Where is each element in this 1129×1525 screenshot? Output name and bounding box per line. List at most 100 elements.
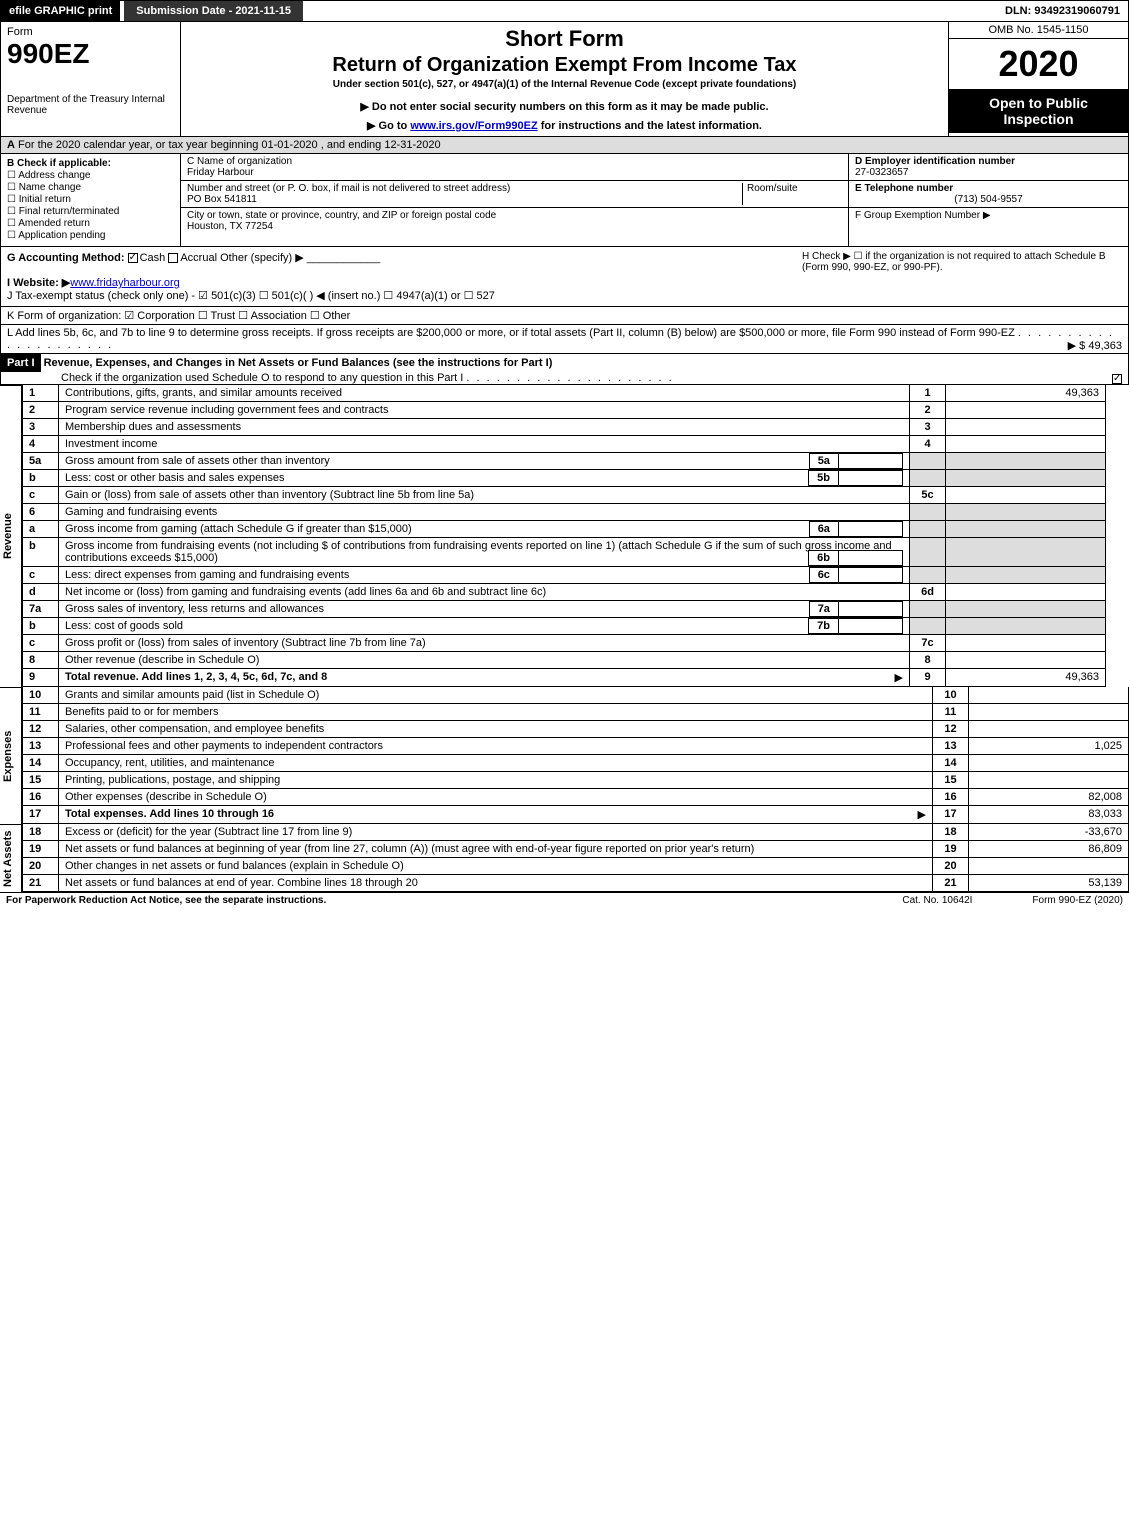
line-ref: 10 <box>933 687 969 704</box>
line-ref: 18 <box>933 824 969 841</box>
org-address: PO Box 541811 <box>187 194 257 205</box>
line-number: 4 <box>23 436 59 453</box>
table-row: 19Net assets or fund balances at beginni… <box>23 841 1129 858</box>
line-number: 15 <box>23 772 59 789</box>
main-title: Return of Organization Exempt From Incom… <box>189 54 940 77</box>
line-ref: 12 <box>933 721 969 738</box>
goto-link[interactable]: www.irs.gov/Form990EZ <box>410 120 537 132</box>
chk-amended-return[interactable]: ☐ Amended return <box>7 218 174 229</box>
line-ref-shade <box>910 567 946 584</box>
table-row: 5aGross amount from sale of assets other… <box>23 453 1106 470</box>
chk-application-pending[interactable]: ☐ Application pending <box>7 230 174 241</box>
expenses-section: Expenses 10Grants and similar amounts pa… <box>0 687 1129 824</box>
expenses-table: 10Grants and similar amounts paid (list … <box>22 687 1129 824</box>
part1-label: Part I <box>1 354 41 372</box>
line-desc: Less: direct expenses from gaming and fu… <box>59 567 910 584</box>
header-right: OMB No. 1545-1150 2020 Open to Public In… <box>948 22 1128 136</box>
part1-title: Revenue, Expenses, and Changes in Net As… <box>44 357 553 369</box>
table-row: bLess: cost or other basis and sales exp… <box>23 470 1106 487</box>
line-ref: 5c <box>910 487 946 504</box>
line-ref: 6d <box>910 584 946 601</box>
line-number: 11 <box>23 704 59 721</box>
line-desc: Other changes in net assets or fund bala… <box>59 858 933 875</box>
table-row: 8Other revenue (describe in Schedule O)8 <box>23 652 1106 669</box>
line-amount: 82,008 <box>969 789 1129 806</box>
goto-prefix: ▶ Go to <box>367 120 410 132</box>
section-b: B Check if applicable: ☐ Address change … <box>1 154 181 246</box>
line-ref: 8 <box>910 652 946 669</box>
line-desc: Total expenses. Add lines 10 through 16▶ <box>59 806 933 824</box>
chk-final-return[interactable]: ☐ Final return/terminated <box>7 206 174 217</box>
line-number: 5a <box>23 453 59 470</box>
table-row: 15Printing, publications, postage, and s… <box>23 772 1129 789</box>
line-desc: Gross income from fundraising events (no… <box>59 538 910 567</box>
line-desc: Less: cost of goods sold7b <box>59 618 910 635</box>
table-row: 4Investment income4 <box>23 436 1106 453</box>
line-number: 12 <box>23 721 59 738</box>
line-ref: 17 <box>933 806 969 824</box>
line-number: c <box>23 635 59 652</box>
line-ref-shade <box>910 470 946 487</box>
line-ref-shade <box>910 618 946 635</box>
chk-cash[interactable] <box>128 253 138 263</box>
line-number: d <box>23 584 59 601</box>
line-number: 7a <box>23 601 59 618</box>
chk-accrual[interactable] <box>168 253 178 263</box>
line-ref: 15 <box>933 772 969 789</box>
line-amount-shade <box>946 618 1106 635</box>
line-amount <box>969 687 1129 704</box>
line-ref: 3 <box>910 419 946 436</box>
line-desc: Other revenue (describe in Schedule O) <box>59 652 910 669</box>
website-link[interactable]: www.fridayharbour.org <box>70 277 179 289</box>
line-number: 18 <box>23 824 59 841</box>
footer-mid: Cat. No. 10642I <box>902 895 972 906</box>
ssn-note: ▶ Do not enter social security numbers o… <box>189 100 940 113</box>
line-number: 3 <box>23 419 59 436</box>
line-l: L Add lines 5b, 6c, and 7b to line 9 to … <box>0 325 1129 354</box>
efile-label[interactable]: efile GRAPHIC print <box>1 1 120 21</box>
line-desc: Printing, publications, postage, and shi… <box>59 772 933 789</box>
line-l-amount: ▶ $ 49,363 <box>1068 339 1122 352</box>
line-desc: Grants and similar amounts paid (list in… <box>59 687 933 704</box>
line-number: 21 <box>23 875 59 892</box>
line-desc: Contributions, gifts, grants, and simila… <box>59 385 910 402</box>
line-desc: Gross amount from sale of assets other t… <box>59 453 910 470</box>
revenue-label: Revenue <box>0 385 22 687</box>
line-g: G Accounting Method: Cash Accrual Other … <box>7 251 802 302</box>
line-ref-shade <box>910 538 946 567</box>
line-desc: Net income or (loss) from gaming and fun… <box>59 584 910 601</box>
line-number: 10 <box>23 687 59 704</box>
chk-schedule-o[interactable] <box>1112 374 1122 384</box>
line-amount <box>946 419 1106 436</box>
line-ref: 1 <box>910 385 946 402</box>
table-row: 12Salaries, other compensation, and empl… <box>23 721 1129 738</box>
line-number: a <box>23 521 59 538</box>
line-number: 16 <box>23 789 59 806</box>
table-row: 6Gaming and fundraising events <box>23 504 1106 521</box>
line-number: b <box>23 618 59 635</box>
revenue-table: 1Contributions, gifts, grants, and simil… <box>22 385 1106 687</box>
netassets-table: 18Excess or (deficit) for the year (Subt… <box>22 824 1129 892</box>
footer-left: For Paperwork Reduction Act Notice, see … <box>6 895 326 906</box>
line-ref: 7c <box>910 635 946 652</box>
line-desc: Less: cost or other basis and sales expe… <box>59 470 910 487</box>
netassets-section: Net Assets 18Excess or (deficit) for the… <box>0 824 1129 892</box>
chk-name-change[interactable]: ☐ Name change <box>7 182 174 193</box>
line-ref: 13 <box>933 738 969 755</box>
line-j: J Tax-exempt status (check only one) - ☑… <box>7 290 495 302</box>
line-desc: Other expenses (describe in Schedule O) <box>59 789 933 806</box>
submission-date: Submission Date - 2021-11-15 <box>124 1 303 21</box>
line-amount-shade <box>946 453 1106 470</box>
line-amount <box>969 858 1129 875</box>
line-desc: Investment income <box>59 436 910 453</box>
line-desc: Net assets or fund balances at end of ye… <box>59 875 933 892</box>
line-a-text: For the 2020 calendar year, or tax year … <box>18 139 441 151</box>
line-l-text: L Add lines 5b, 6c, and 7b to line 9 to … <box>7 327 1015 339</box>
chk-address-change[interactable]: ☐ Address change <box>7 170 174 181</box>
line-ref: 2 <box>910 402 946 419</box>
line-ref: 9 <box>910 669 946 687</box>
line-ref: 19 <box>933 841 969 858</box>
chk-initial-return[interactable]: ☐ Initial return <box>7 194 174 205</box>
line-amount: -33,670 <box>969 824 1129 841</box>
line-amount <box>969 755 1129 772</box>
